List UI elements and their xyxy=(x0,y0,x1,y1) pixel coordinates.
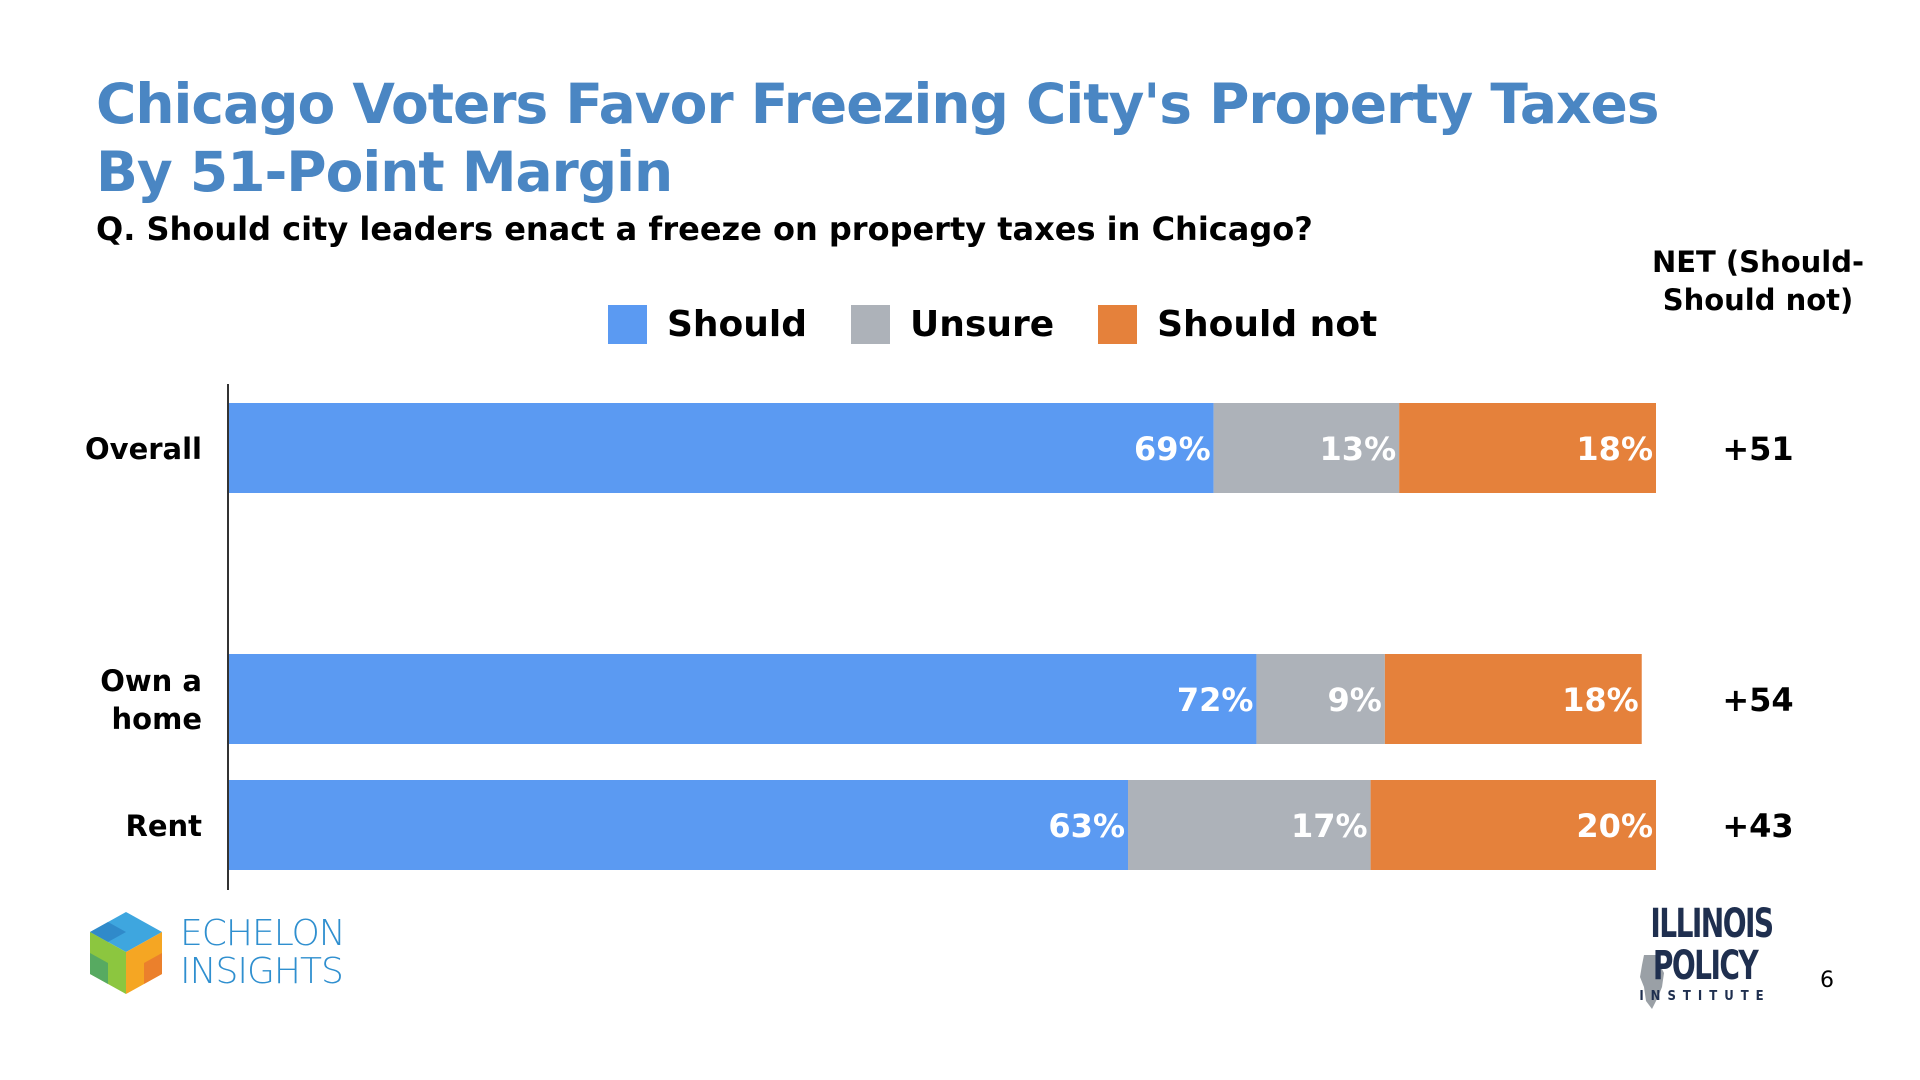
legend-label-should-not: Should not xyxy=(1157,303,1378,345)
legend-item-should-not: Should not xyxy=(1098,304,1377,345)
illinois-state-icon xyxy=(1640,955,1664,1009)
legend-label-should: Should xyxy=(667,303,808,345)
ipi-logo-line1: ILLINOIS xyxy=(1650,901,1774,947)
bar-data-label: 18% xyxy=(1576,430,1653,468)
illinois-policy-logo: ILLINOIS POLICY INSTITUTE xyxy=(1635,903,1775,1004)
ipi-logo-line2: POLICY xyxy=(1652,943,1759,989)
ipi-logo-line3: INSTITUTE xyxy=(1639,989,1771,1004)
bar-segment xyxy=(1213,403,1400,493)
bar-segment xyxy=(1399,403,1656,493)
legend-label-unsure: Unsure xyxy=(910,303,1055,345)
bar-data-label: 9% xyxy=(1328,681,1382,719)
category-label: Overall xyxy=(85,432,202,466)
net-header: NET (Should-Should not) xyxy=(1651,245,1865,317)
chart-title: Chicago Voters Favor Freezing City's Pro… xyxy=(96,72,1659,204)
bar-segment xyxy=(1370,780,1656,870)
echelon-logo: ECHELON INSIGHTS xyxy=(88,910,360,996)
chart-subtitle: Q. Should city leaders enact a freeze on… xyxy=(96,210,1313,248)
category-label: Rent xyxy=(125,809,202,843)
bar-segment xyxy=(229,403,1214,493)
bar-data-label: 63% xyxy=(1048,807,1125,845)
legend-swatch-should-not xyxy=(1098,304,1138,344)
bar-segment xyxy=(229,654,1257,744)
bar-data-label: 20% xyxy=(1576,807,1653,845)
bar-data-label: 18% xyxy=(1562,681,1639,719)
bar-data-label: 69% xyxy=(1134,430,1211,468)
bar-segment xyxy=(1384,654,1642,744)
bar-segment xyxy=(1128,780,1371,870)
bar-data-label: 72% xyxy=(1177,681,1254,719)
category-label: Own a home xyxy=(100,664,202,736)
bar-data-label: 17% xyxy=(1291,807,1368,845)
net-value: +43 xyxy=(1722,807,1793,845)
page-number: 6 xyxy=(1820,968,1834,993)
net-value: +54 xyxy=(1722,681,1793,719)
net-value: +51 xyxy=(1722,430,1793,468)
echelon-logo-text: ECHELON INSIGHTS xyxy=(180,913,346,992)
bar-segment xyxy=(1256,654,1385,744)
echelon-cube-icon xyxy=(90,912,162,994)
legend-item-unsure: Unsure xyxy=(851,304,1054,345)
legend-swatch-should xyxy=(608,304,647,344)
legend-item-should: Should xyxy=(608,304,807,345)
bar-segment xyxy=(229,780,1129,870)
bar-data-label: 13% xyxy=(1320,430,1397,468)
legend: Should Unsure Should not xyxy=(608,304,1421,345)
legend-swatch-unsure xyxy=(851,304,891,344)
